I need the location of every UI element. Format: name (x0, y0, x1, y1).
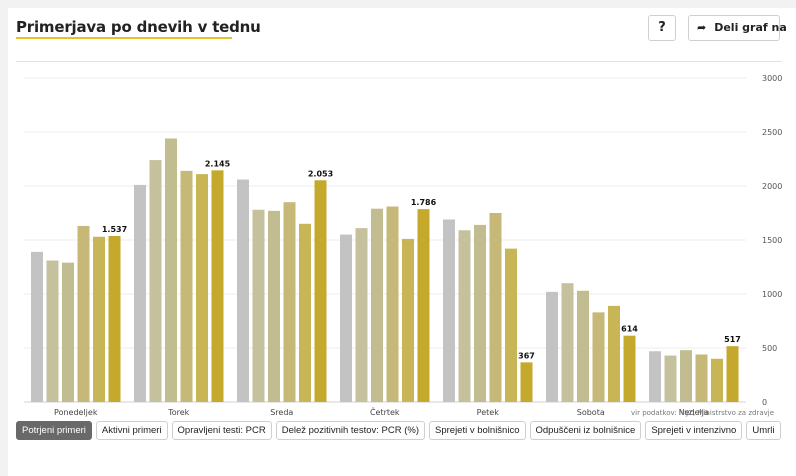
bar (340, 234, 352, 402)
bar (165, 138, 177, 403)
category-label: Torek (167, 408, 189, 417)
y-tick-label: 3000 (762, 74, 782, 83)
share-button-label: Deli graf na (714, 21, 787, 34)
bar (458, 230, 471, 402)
bar (695, 354, 708, 402)
bar (577, 290, 589, 402)
bar (46, 260, 59, 402)
tab-0[interactable]: Potrjeni primeri (16, 421, 92, 440)
share-arrow-icon: ➦ (697, 21, 707, 34)
bar (180, 170, 193, 402)
help-button[interactable]: ? (648, 15, 676, 41)
bar (474, 224, 486, 402)
bar (31, 251, 43, 402)
y-tick-label: 0 (762, 398, 767, 407)
bar (386, 206, 399, 402)
bar (149, 160, 162, 402)
bar (134, 184, 146, 402)
bar (443, 219, 455, 402)
data-source: vir podatkov: NIJZ, Ministrstvo za zdrav… (631, 409, 774, 417)
chart-title: Primerjava po dnevih v tednu (16, 18, 261, 36)
bar (237, 179, 249, 402)
category-label: Sobota (577, 408, 605, 417)
bar (726, 346, 739, 402)
category-label: Sreda (270, 408, 293, 417)
bar (93, 236, 105, 402)
header-divider (16, 61, 782, 62)
category-label: Nedelja (679, 408, 709, 417)
data-label: 2.145 (205, 159, 231, 168)
bar (371, 208, 383, 402)
bar (649, 351, 661, 402)
data-label: 1.537 (102, 225, 127, 234)
tab-2[interactable]: Opravljeni testi: PCR (171, 421, 272, 440)
data-label: 1.786 (411, 198, 437, 207)
bar (77, 225, 90, 402)
tab-3[interactable]: Delež pozitivnih testov: PCR (%) (275, 421, 425, 440)
tab-7[interactable]: Umrli (746, 421, 781, 440)
bar (283, 202, 296, 402)
bar (546, 291, 558, 402)
bar (355, 228, 368, 402)
bar (314, 180, 327, 402)
tab-4[interactable]: Sprejeti v bolnišnico (429, 421, 526, 440)
bar (62, 262, 74, 402)
bar (623, 335, 636, 402)
bar (268, 210, 280, 402)
bar (711, 358, 723, 402)
bar (664, 355, 677, 402)
bar (417, 209, 430, 402)
category-label: Petek (477, 408, 500, 417)
y-tick-label: 2000 (762, 182, 782, 191)
bar (489, 213, 502, 402)
metric-tabs: Potrjeni primeri Aktivni primeri Opravljen… (16, 421, 785, 441)
bar (561, 283, 574, 402)
bar (505, 248, 517, 402)
tab-6[interactable]: Sprejeti v intenzivno (645, 421, 743, 440)
tab-5[interactable]: Odpuščeni iz bolnišnice (529, 421, 642, 440)
category-label: Četrtek (370, 406, 400, 417)
bar (196, 174, 208, 402)
bar (211, 170, 224, 402)
category-label: Ponedeljek (54, 408, 98, 417)
y-tick-label: 500 (762, 344, 777, 353)
y-tick-label: 2500 (762, 128, 782, 137)
y-tick-label: 1500 (762, 236, 782, 245)
tab-1[interactable]: Aktivni primeri (95, 421, 168, 440)
data-label: 367 (518, 351, 535, 360)
share-button[interactable]: ➦ Deli graf na (688, 15, 787, 41)
data-label: 2.053 (308, 169, 333, 178)
y-tick-label: 1000 (762, 290, 782, 299)
bar (108, 236, 121, 402)
bar (252, 209, 265, 402)
title-underline (16, 37, 232, 39)
data-label: 517 (724, 335, 741, 344)
bar (680, 350, 692, 402)
bar (520, 362, 533, 402)
bar (299, 223, 311, 402)
bar (592, 312, 605, 402)
bar (608, 305, 620, 402)
bar (402, 238, 414, 402)
data-label: 614 (621, 325, 638, 334)
